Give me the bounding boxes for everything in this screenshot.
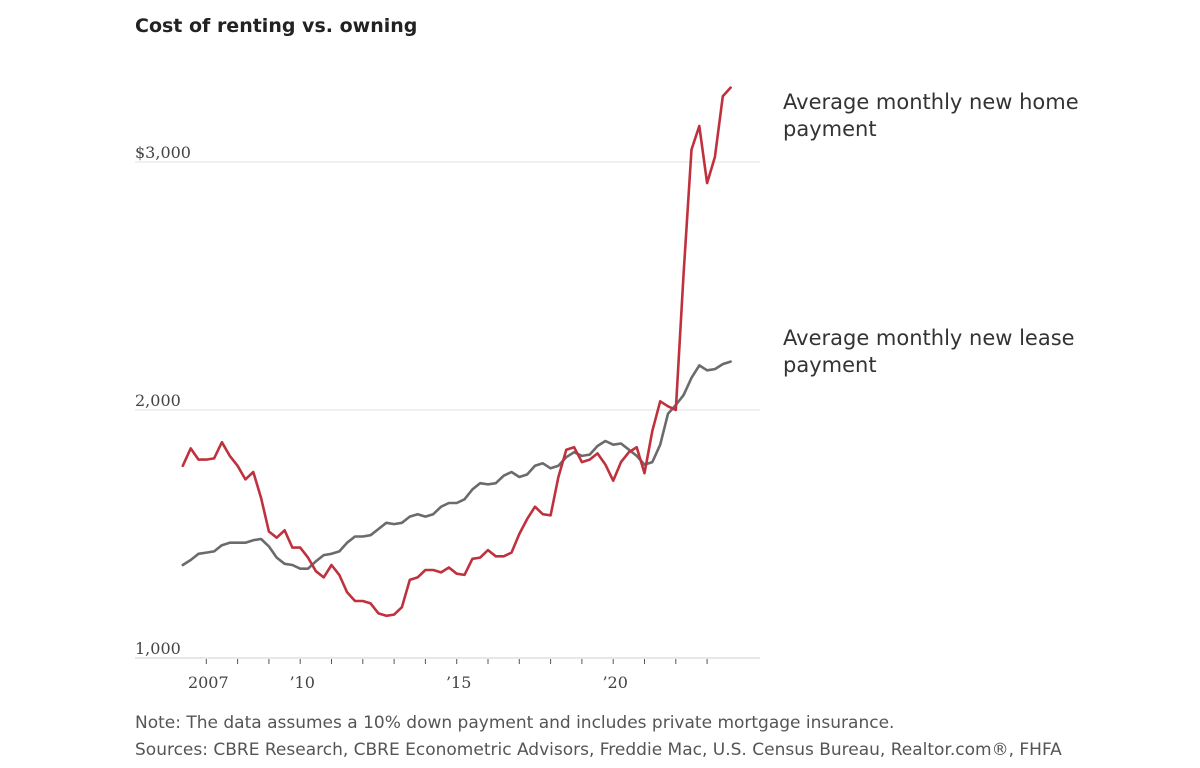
y-tick-label-2000: 2,000 [135, 391, 181, 410]
series-labels: Average monthly new home payment Average m… [783, 90, 1079, 377]
y-axis-tick-labels: $3,000 2,000 1,000 [135, 143, 191, 658]
y-tick-label-1000: 1,000 [135, 639, 181, 658]
x-tick-label-2020: ’20 [602, 673, 627, 692]
note-text: Note: The data assumes a 10% down paymen… [135, 713, 894, 733]
x-tick-label-2015: ’15 [446, 673, 471, 692]
x-tick-label-2007: 2007 [188, 673, 229, 692]
series-label-lease-payment-line-1: Average monthly new lease [783, 326, 1075, 350]
series-lines [181, 86, 732, 618]
x-axis: 2007 ’10 ’15 ’20 [188, 659, 708, 692]
chart-notes: Note: The data assumes a 10% down paymen… [135, 713, 1062, 760]
sources-text: Sources: CBRE Research, CBRE Econometric… [135, 740, 1062, 760]
series-label-lease-payment-line-2: payment [783, 353, 877, 377]
y-tick-label-3000: $3,000 [135, 143, 191, 162]
series-label-home-payment-line-2: payment [783, 117, 877, 141]
gridlines [135, 161, 760, 659]
series-label-home-payment-line-1: Average monthly new home [783, 90, 1079, 114]
chart-title: Cost of renting vs. owning [135, 15, 417, 37]
series-line-home-payment [181, 86, 732, 618]
series-line-lease-payment [181, 360, 732, 570]
x-tick-label-2010: ’10 [289, 673, 314, 692]
